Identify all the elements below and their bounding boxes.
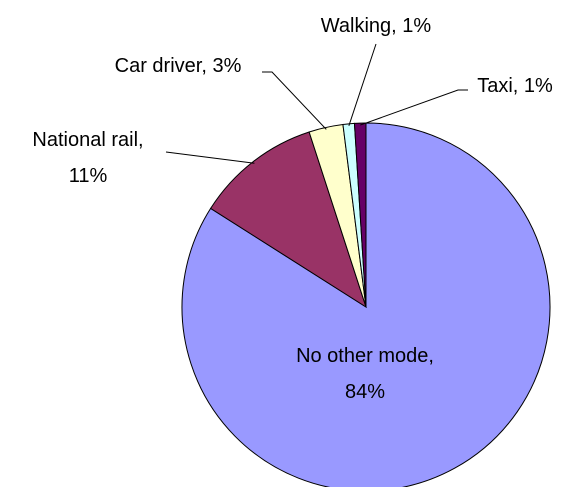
data-label: Taxi, 1% <box>477 75 553 97</box>
data-label: No other mode, 84% <box>296 345 434 403</box>
leader-line <box>360 89 468 126</box>
data-label: National rail, 11% <box>32 129 143 187</box>
data-label: Walking, 1% <box>321 15 432 37</box>
label-line: 84% <box>345 381 385 403</box>
data-label: Car driver, 3% <box>115 55 242 77</box>
leader-line <box>165 151 255 164</box>
label-line: National rail, <box>32 129 143 151</box>
leader-line <box>348 43 377 126</box>
leader-line <box>262 71 327 130</box>
pie-slice <box>209 131 367 309</box>
label-line: No other mode, <box>296 345 434 367</box>
label-line: 11% <box>69 165 108 187</box>
pie-slice <box>181 122 551 487</box>
